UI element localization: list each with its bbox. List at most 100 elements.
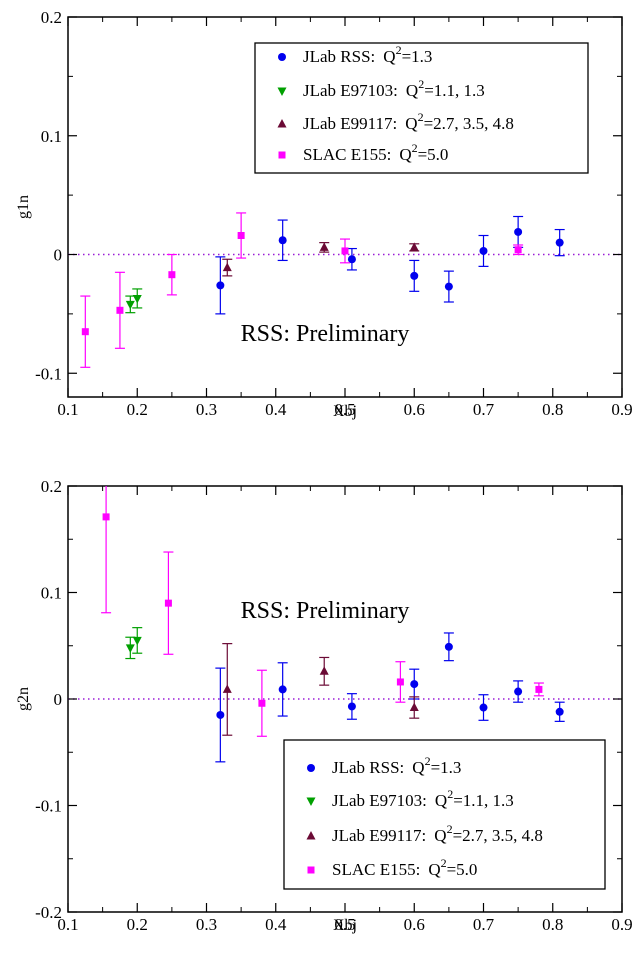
legend-series-name: JLab RSS: bbox=[303, 47, 375, 66]
series-triangle-down bbox=[125, 288, 143, 314]
legend-q2-value: =5.0 bbox=[447, 860, 478, 879]
legend-q2-value: =1.1, 1.3 bbox=[424, 81, 485, 100]
g1n-chart: 0.1 0.2 0.3 0.4 0.5 0.6 0.7 0.8 0.9 -0.1 0 0.1 0.2 Xb… bbox=[15, 8, 633, 420]
marker-square bbox=[237, 232, 245, 239]
legend-entry: JLab RSS: Q2=1.3 bbox=[332, 754, 461, 777]
marker-circle bbox=[347, 702, 356, 711]
legend-entry: JLab E99117: Q2=2.7, 3.5, 4.8 bbox=[332, 822, 543, 845]
x-axis-label: Xbj bbox=[333, 917, 357, 934]
marker-triangle-down bbox=[125, 644, 135, 653]
legend-q-symbol: Q bbox=[399, 145, 411, 164]
x-axis-label: Xbj bbox=[333, 403, 357, 420]
marker-circle bbox=[444, 282, 453, 291]
marker-triangle-up bbox=[306, 831, 316, 840]
marker-circle bbox=[555, 238, 564, 247]
marker-circle bbox=[278, 53, 286, 61]
marker-square bbox=[514, 246, 522, 254]
legend-q-symbol: Q bbox=[412, 758, 424, 777]
x-tick-label: 0.7 bbox=[473, 400, 495, 419]
marker-circle bbox=[347, 255, 356, 264]
marker-square bbox=[341, 247, 349, 255]
marker-triangle-up bbox=[409, 242, 419, 251]
legend-entry: SLAC E155: Q2=5.0 bbox=[303, 141, 448, 164]
marker-triangle-up bbox=[277, 119, 287, 128]
marker-triangle-up bbox=[319, 242, 329, 251]
marker-circle bbox=[410, 271, 419, 280]
legend-q-symbol: Q bbox=[434, 826, 446, 845]
marker-circle bbox=[479, 246, 488, 255]
legend-q2-value: =1.3 bbox=[431, 758, 462, 777]
legend-q-exponent: 2 bbox=[425, 754, 431, 768]
x-tick-label: 0.7 bbox=[473, 915, 495, 934]
legend-q2-value: =5.0 bbox=[418, 145, 449, 164]
marker-circle bbox=[216, 281, 225, 290]
y-tick-label: 0.2 bbox=[41, 477, 62, 496]
legend-q2-value: =1.3 bbox=[402, 47, 433, 66]
y-tick-label: 0 bbox=[54, 690, 63, 709]
y-axis-label: g2n bbox=[15, 687, 32, 711]
x-tick-label: 0.9 bbox=[611, 400, 632, 419]
legend-series-name: JLab E99117: bbox=[332, 826, 426, 845]
legend-q2-value: =1.1, 1.3 bbox=[453, 791, 514, 810]
legend-series-name: SLAC E155: bbox=[303, 145, 391, 164]
marker-circle bbox=[514, 687, 523, 696]
marker-circle bbox=[444, 642, 453, 651]
legend-entry: SLAC E155: Q2=5.0 bbox=[332, 856, 477, 879]
legend-series-name: JLab E97103: bbox=[332, 791, 427, 810]
marker-square bbox=[258, 699, 266, 707]
x-tick-label: 0.2 bbox=[127, 400, 148, 419]
y-tick-label: 0 bbox=[54, 246, 63, 265]
g2n-chart: 0.1 0.2 0.3 0.4 0.5 0.6 0.7 0.8 0.9 -0.2 -0.1 0 0.1 0… bbox=[15, 477, 633, 934]
legend-q-exponent: 2 bbox=[396, 43, 402, 57]
legend-q-exponent: 2 bbox=[441, 856, 447, 870]
y-tick-label: -0.1 bbox=[35, 364, 62, 383]
series-circle bbox=[215, 215, 565, 315]
marker-circle bbox=[307, 764, 315, 772]
marker-triangle-down bbox=[277, 87, 287, 96]
legend-q-symbol: Q bbox=[406, 81, 418, 100]
series-circle bbox=[215, 632, 565, 763]
legend-q-exponent: 2 bbox=[412, 141, 418, 155]
marker-circle bbox=[216, 710, 225, 719]
y-tick-label: -0.2 bbox=[35, 903, 62, 922]
x-tick-label: 0.4 bbox=[265, 400, 287, 419]
series-triangle-up bbox=[222, 643, 420, 736]
legend-q-symbol: Q bbox=[428, 860, 440, 879]
x-tick-label: 0.3 bbox=[196, 915, 217, 934]
x-tick-label: 0.2 bbox=[127, 915, 148, 934]
preliminary-annotation: RSS: Preliminary bbox=[241, 321, 410, 347]
marker-square bbox=[168, 271, 176, 279]
legend-q2-value: =2.7, 3.5, 4.8 bbox=[453, 826, 543, 845]
marker-square bbox=[307, 866, 315, 874]
preliminary-annotation: RSS: Preliminary bbox=[241, 598, 410, 624]
legend-q-exponent: 2 bbox=[447, 822, 453, 836]
marker-square bbox=[535, 685, 543, 693]
series-square bbox=[80, 212, 524, 368]
marker-triangle-up bbox=[409, 702, 419, 712]
marker-triangle-down bbox=[132, 294, 142, 304]
marker-triangle-down bbox=[306, 797, 316, 806]
legend-series-name: JLab RSS: bbox=[332, 758, 404, 777]
legend-entry: JLab E99117: Q2=2.7, 3.5, 4.8 bbox=[303, 110, 514, 133]
series-triangle-up bbox=[222, 242, 420, 277]
marker-square bbox=[81, 328, 89, 336]
series-square bbox=[101, 486, 544, 737]
x-tick-label: 0.3 bbox=[196, 400, 217, 419]
marker-triangle-up bbox=[222, 262, 232, 272]
legend-q-exponent: 2 bbox=[418, 77, 424, 91]
x-tick-label: 0.1 bbox=[57, 400, 78, 419]
legend-q-symbol: Q bbox=[435, 791, 447, 810]
legend-series-name: SLAC E155: bbox=[332, 860, 420, 879]
x-tick-label: 0.8 bbox=[542, 400, 563, 419]
marker-circle bbox=[278, 685, 287, 694]
marker-circle bbox=[278, 236, 287, 245]
y-tick-label: 0.2 bbox=[41, 8, 62, 27]
x-tick-label: 0.1 bbox=[57, 915, 78, 934]
y-axis-label: g1n bbox=[15, 195, 32, 219]
legend-box bbox=[254, 42, 589, 174]
x-tick-label: 0.5 bbox=[334, 915, 355, 934]
legend-entry: JLab E97103: Q2=1.1, 1.3 bbox=[332, 787, 514, 810]
